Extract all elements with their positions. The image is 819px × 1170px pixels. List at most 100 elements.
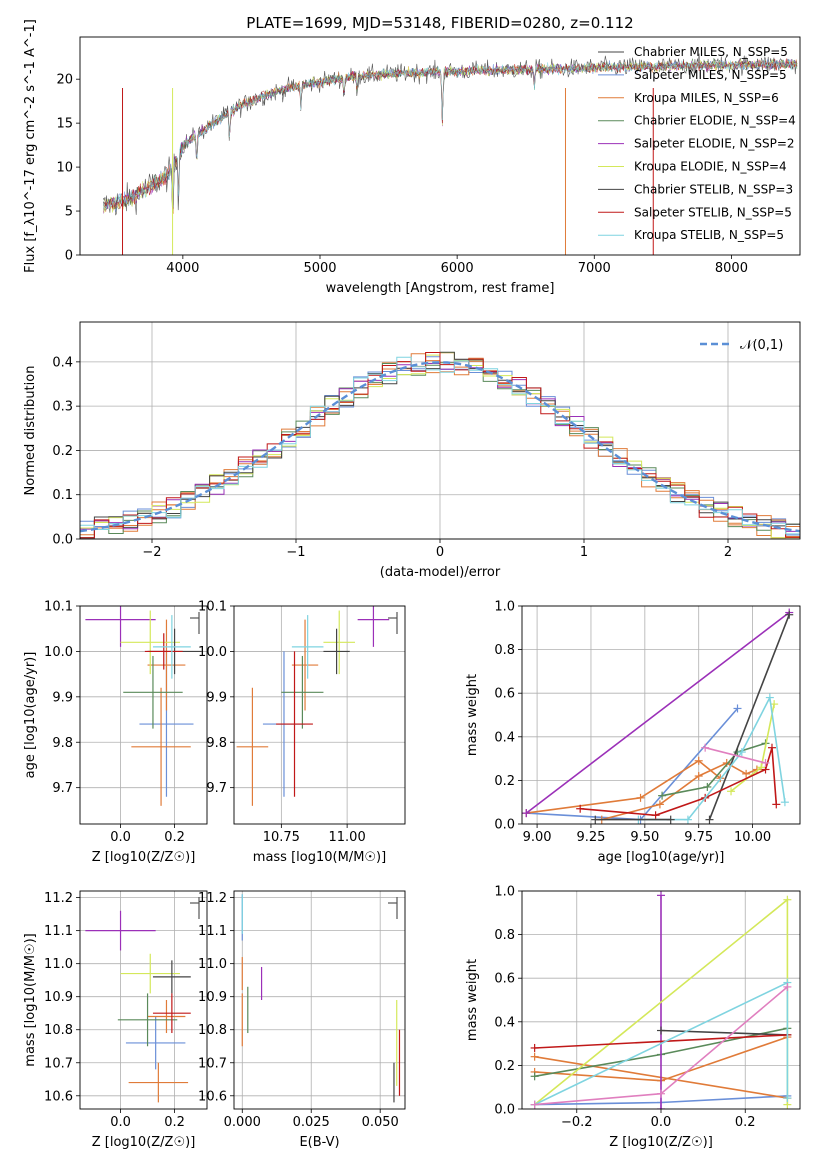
x-axis-label: mass [log10(M/M☉)] <box>253 850 386 865</box>
x-tick-label: 0.050 <box>362 1115 399 1130</box>
y-tick-label: 0.0 <box>494 818 515 833</box>
panel-massweight_vs_Z: −0.2 0.0 0.2 0.0 0.2 0.4 0.6 0.8 1.0 Z [log10(Z/Z… <box>465 885 801 1150</box>
x-tick-label: −0.2 <box>561 1115 593 1130</box>
y-tick-label: 10.7 <box>198 1056 227 1071</box>
axes-frame <box>521 890 801 1110</box>
figure-title: PLATE=1699, MJD=53148, FIBERID=0280, z=0… <box>246 14 633 32</box>
y-tick-label: 9.8 <box>206 736 227 751</box>
weight-series-line <box>534 1034 788 1049</box>
y-tick-label: 9.7 <box>206 781 227 796</box>
legend: Chabrier MILES, N_SSP=5 Salpeter MILES, N… <box>598 45 796 242</box>
y-tick-label: 15 <box>56 117 73 132</box>
y-tick-label: 11.1 <box>44 924 73 939</box>
y-tick-label: 10 <box>56 161 73 176</box>
axes-frame <box>79 36 801 256</box>
data-point <box>236 687 269 806</box>
x-tick-label: 10.00 <box>734 830 771 845</box>
x-tick-label: 1 <box>580 545 588 560</box>
spectrum-line <box>103 59 798 210</box>
weight-series-line <box>661 742 766 797</box>
y-tick-label: 0.1 <box>52 488 73 503</box>
data-point <box>357 606 390 647</box>
weight-series-line <box>526 759 721 814</box>
data-point <box>291 619 319 711</box>
x-axis-label: Z [log10(Z/Z☉)] <box>92 1135 196 1150</box>
legend-entry: Kroupa ELODIE, N_SSP=4 <box>634 160 787 174</box>
x-tick-label: 4000 <box>166 261 199 276</box>
x-tick-label: 5000 <box>303 261 336 276</box>
y-tick-label: 10.6 <box>198 1089 227 1104</box>
histogram-step <box>80 352 800 539</box>
y-tick-label: 0 <box>65 249 73 264</box>
panel-mass_vs_ebv: 0.000 0.025 0.050 10.6 10.7 10.8 10.9 11.0 11.1 1… <box>198 890 406 1150</box>
y-tick-label: 11.2 <box>44 891 73 906</box>
legend-entry: Kroupa MILES, N_SSP=6 <box>634 91 779 105</box>
x-axis-label: (data-model)/error <box>380 565 501 580</box>
weight-series-line <box>601 762 758 821</box>
y-tick-label: 11.1 <box>198 924 227 939</box>
data-point <box>147 1000 186 1034</box>
y-tick-label: 0.6 <box>494 687 515 702</box>
panel-spectrum: 4000 5000 6000 7000 8000 0 5 10 15 20 wavelength [… <box>23 19 801 296</box>
panel-residuals: −2 −1 0 1 2 0.0 0.1 0.2 0.3 0.4 (data-model)/error… <box>23 321 801 580</box>
data-point <box>123 655 183 729</box>
y-tick-label: 1.0 <box>494 600 515 615</box>
legend-entry: Chabrier ELODIE, N_SSP=4 <box>634 114 796 128</box>
data-point <box>152 615 191 679</box>
axes-frame <box>79 890 208 1110</box>
y-tick-label: 10.8 <box>198 1023 227 1038</box>
x-tick-label: 7000 <box>578 261 611 276</box>
legend-entry: 𝒩(0,1) <box>740 338 783 353</box>
data-point <box>281 655 324 729</box>
histogram-step <box>80 359 800 539</box>
data-point <box>131 687 191 806</box>
y-axis-label: Normed distribution <box>23 366 38 496</box>
histogram-step <box>80 356 800 535</box>
spectrum-line <box>103 57 798 208</box>
y-tick-label: 11.0 <box>44 957 73 972</box>
histogram-step <box>80 351 800 539</box>
y-tick-label: 10.7 <box>44 1056 73 1071</box>
weight-series-line <box>708 614 790 820</box>
weight-series-line <box>526 707 739 821</box>
weight-series-line <box>660 1029 788 1036</box>
x-axis-label: age [log10(age/yr)] <box>598 850 725 865</box>
x-tick-label: 6000 <box>441 261 474 276</box>
x-tick-label: 0.2 <box>164 1115 185 1130</box>
axes-frame <box>521 605 801 825</box>
y-tick-label: 9.8 <box>52 736 73 751</box>
panel-age_vs_mass: 10.75 11.00 9.7 9.8 9.9 10.0 10.1 mass [log10(M… <box>198 600 406 865</box>
x-tick-label: 0.0 <box>651 1115 672 1130</box>
data-point <box>85 606 156 647</box>
y-tick-label: 0.4 <box>52 355 73 370</box>
y-tick-label: 0.0 <box>52 533 73 548</box>
y-tick-label: 9.7 <box>52 781 73 796</box>
x-axis-label: wavelength [Angstrom, rest frame] <box>326 281 555 296</box>
y-tick-label: 10.0 <box>44 645 73 660</box>
x-tick-label: 0 <box>436 545 444 560</box>
legend-entry: Salpeter ELODIE, N_SSP=2 <box>634 137 795 151</box>
legend-entry: Kroupa STELIB, N_SSP=5 <box>634 228 784 242</box>
y-tick-label: 10.6 <box>44 1089 73 1104</box>
plot-area-spectrum <box>103 53 798 255</box>
y-tick-label: 10.9 <box>44 990 73 1005</box>
legend-entry: Salpeter MILES, N_SSP=5 <box>634 68 787 82</box>
data-point <box>323 628 350 675</box>
y-tick-label: 0.2 <box>494 774 515 789</box>
y-tick-label: 0.6 <box>494 972 515 987</box>
y-tick-label: 0.4 <box>494 730 515 745</box>
panel-massweight_vs_age: 9.00 9.25 9.50 9.75 10.00 0.0 0.2 0.4 0.6 0.8 1.0 a… <box>465 600 801 865</box>
legend-entry: Chabrier MILES, N_SSP=5 <box>634 45 788 59</box>
x-axis-label: Z [log10(Z/Z☉)] <box>92 850 196 865</box>
x-tick-label: 9.25 <box>576 830 605 845</box>
data-point <box>117 993 178 1047</box>
x-tick-label: −2 <box>142 545 161 560</box>
axes-frame <box>79 605 208 825</box>
y-tick-label: 11.0 <box>198 957 227 972</box>
y-tick-label: 10.0 <box>198 645 227 660</box>
data-point <box>291 615 324 679</box>
plot-area-mass_vs_ebv <box>241 894 401 1103</box>
x-tick-label: 8000 <box>715 261 748 276</box>
y-tick-label: 20 <box>56 73 73 88</box>
legend-entry: Chabrier STELIB, N_SSP=3 <box>634 182 793 196</box>
